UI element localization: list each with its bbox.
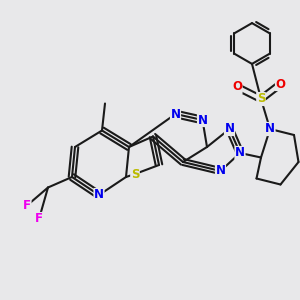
Text: N: N bbox=[224, 122, 235, 136]
Text: S: S bbox=[257, 92, 265, 106]
Text: N: N bbox=[215, 164, 226, 178]
Text: O: O bbox=[232, 80, 242, 94]
Text: N: N bbox=[235, 146, 245, 160]
Text: N: N bbox=[265, 122, 275, 136]
Text: O: O bbox=[275, 77, 286, 91]
Text: N: N bbox=[197, 113, 208, 127]
Text: F: F bbox=[23, 199, 31, 212]
Text: N: N bbox=[94, 188, 104, 202]
Text: F: F bbox=[35, 212, 43, 226]
Text: N: N bbox=[170, 107, 181, 121]
Text: S: S bbox=[131, 167, 139, 181]
